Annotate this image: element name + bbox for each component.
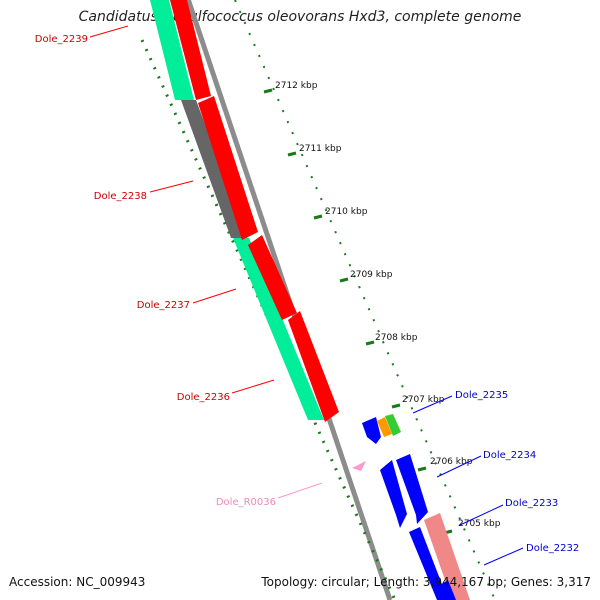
red-cds (288, 311, 339, 422)
right-leaders (412, 395, 524, 566)
tick-label: 2711 kbp (299, 144, 342, 154)
tick-label: 2710 kbp (325, 207, 368, 217)
tick-label: 2706 kbp (430, 457, 473, 467)
red-cds (248, 235, 297, 320)
tick-labels: 2712 kbp 2711 kbp 2710 kbp 2709 kbp 2708… (275, 81, 501, 529)
gene-label-dole-2235: Dole_2235 (455, 390, 508, 401)
gene-label-dole-2239: Dole_2239 (35, 34, 88, 45)
genome-summary-label: Topology: circular; Length: 3,944,167 bp… (261, 575, 591, 589)
gene-label-dole-2234: Dole_2234 (483, 450, 536, 461)
tick-label: 2708 kbp (375, 333, 418, 343)
forward-cds-track (170, 0, 339, 422)
teal-feature (150, 0, 194, 100)
gene-label-dole-2232: Dole_2232 (526, 543, 579, 554)
gene-label-dole-2238: Dole_2238 (94, 191, 147, 202)
green-cds (385, 414, 401, 436)
pink-cds (424, 513, 470, 600)
blue-cds (362, 417, 381, 444)
minor-ticks-right (234, 0, 496, 600)
blue-cds (396, 454, 428, 524)
gene-label-dole-r0036: Dole_R0036 (216, 497, 276, 508)
gene-labels-right: Dole_2235 Dole_2234 Dole_2233 Dole_2232 (455, 390, 579, 554)
orange-cds (377, 417, 392, 437)
left-leaders (89, 25, 275, 394)
blue-cds (440, 580, 456, 600)
gene-label-dole-2233: Dole_2233 (505, 498, 558, 509)
blue-cds (380, 460, 407, 528)
gene-labels-left: Dole_2239 Dole_2238 Dole_2237 Dole_2236 (35, 34, 230, 403)
tick-label: 2705 kbp (458, 519, 501, 529)
tick-label: 2709 kbp (350, 270, 393, 280)
gene-label-dole-2237: Dole_2237 (137, 300, 190, 311)
blue-cds (409, 527, 448, 600)
red-cds (198, 96, 258, 240)
gene-label-dole-2236: Dole_2236 (177, 392, 230, 403)
tick-label: 2712 kbp (275, 81, 318, 91)
tick-label: 2707 kbp (402, 395, 445, 405)
accession-label: Accession: NC_009943 (9, 575, 146, 589)
red-cds (170, 0, 211, 100)
teal-feature (233, 238, 324, 420)
trna-leader (277, 482, 323, 499)
trna-feature (352, 461, 366, 471)
reverse-cds-track (362, 414, 470, 600)
